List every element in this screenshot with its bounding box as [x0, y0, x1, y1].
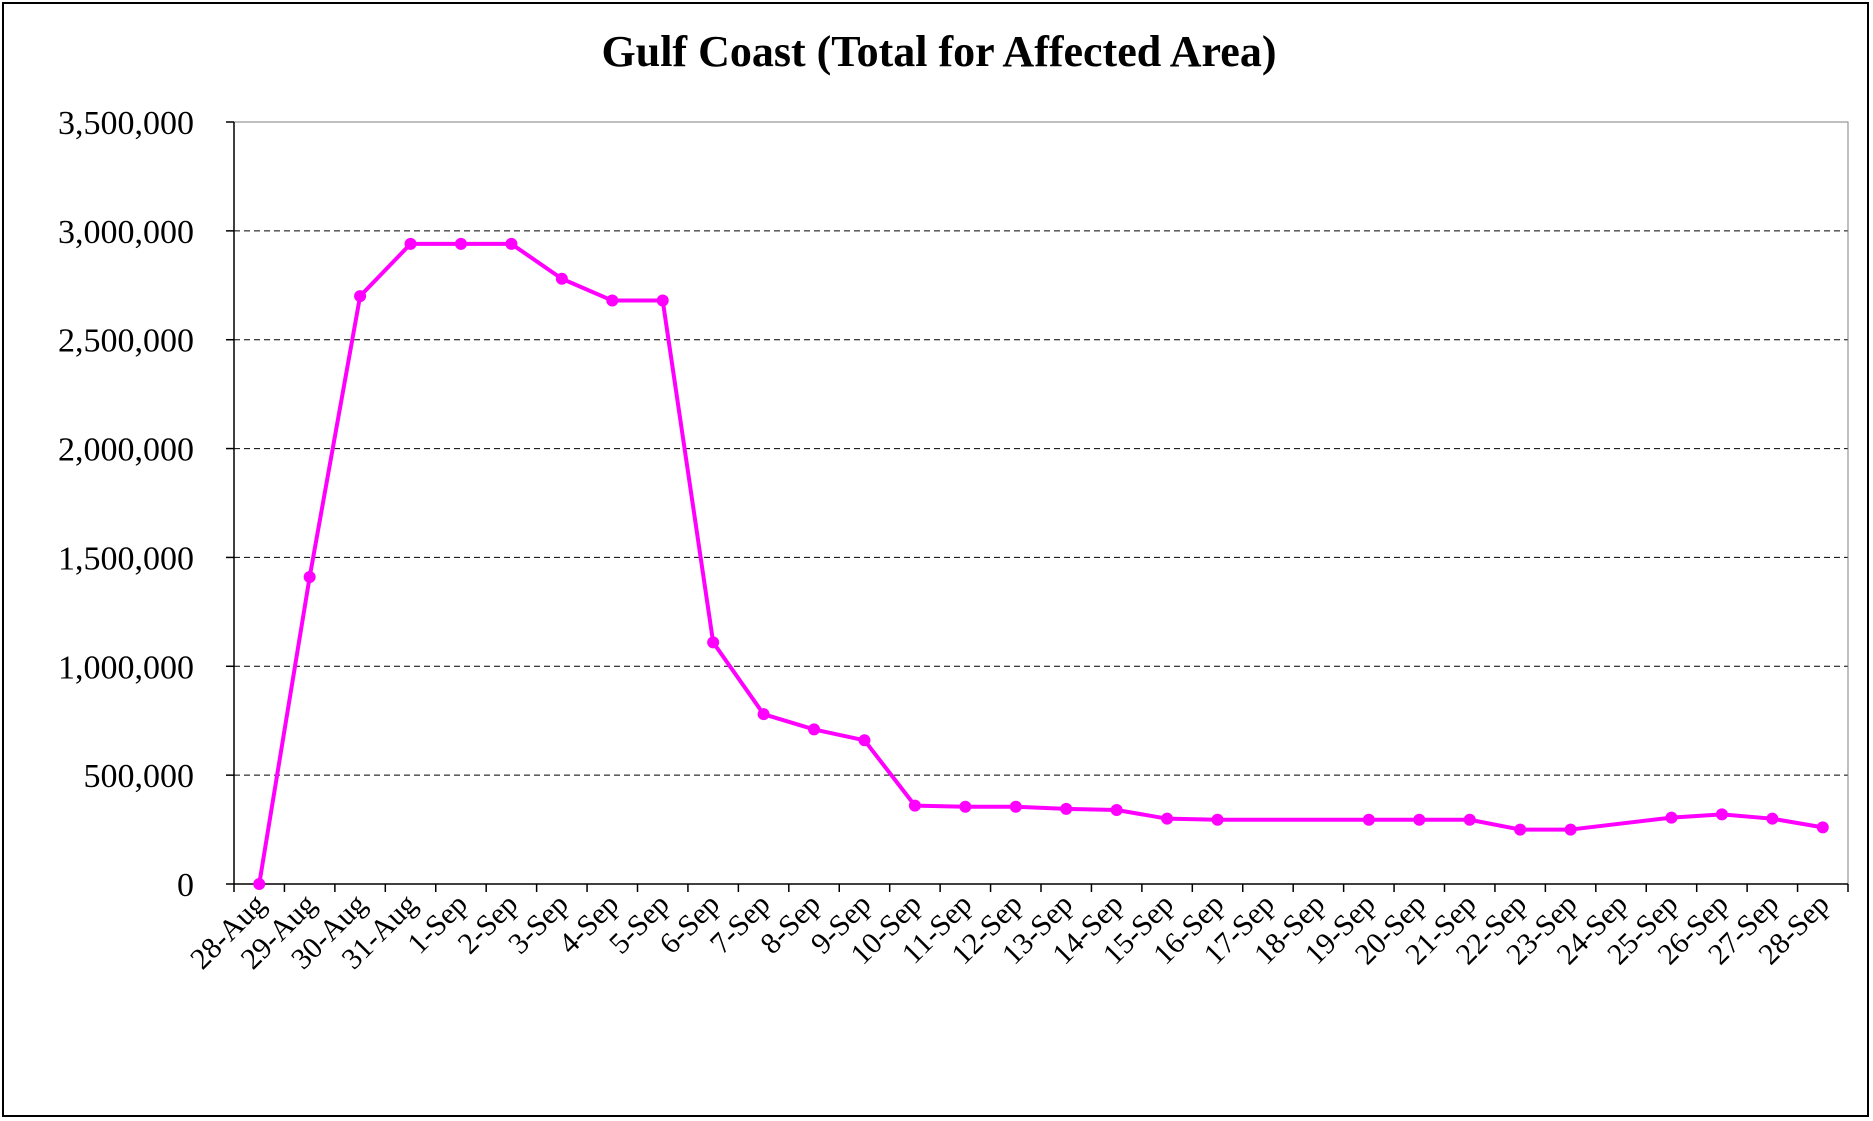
data-point: [1211, 813, 1224, 826]
data-point: [1766, 812, 1779, 825]
data-point: [1413, 813, 1426, 826]
y-tick-label: 0: [177, 867, 194, 904]
data-point: [656, 294, 669, 307]
data-point: [454, 237, 467, 250]
y-tick-label: 2,000,000: [58, 432, 194, 469]
data-point: [808, 723, 821, 736]
data-point: [1816, 821, 1829, 834]
data-point: [404, 237, 417, 250]
data-point: [1514, 823, 1527, 836]
data-point: [908, 799, 921, 812]
y-tick-label: 1,000,000: [58, 649, 194, 686]
data-point: [1060, 802, 1073, 815]
data-point: [1463, 813, 1476, 826]
data-point: [707, 636, 720, 649]
data-point: [1715, 808, 1728, 821]
gridlines: [234, 230, 1848, 776]
data-point: [959, 800, 972, 813]
data-point: [1009, 800, 1022, 813]
y-tick-label: 3,500,000: [58, 105, 194, 142]
data-point: [1362, 813, 1375, 826]
data-point: [757, 708, 770, 721]
y-tick-labels: 0 500,000 1,000,000 1,500,000 2,000,000 2,500…: [58, 105, 194, 904]
x-tick-labels: 28-Aug29-Aug30-Aug31-Aug1-Sep2-Sep3-Sep4…: [184, 888, 1836, 976]
data-point: [354, 290, 367, 303]
y-tick-label: 3,000,000: [58, 214, 194, 251]
data-point: [253, 878, 266, 890]
data-point: [505, 237, 518, 250]
y-tick-label: 1,500,000: [58, 540, 194, 577]
data-point: [1564, 823, 1577, 836]
plot-area-border: [233, 121, 1849, 885]
data-point: [858, 734, 871, 747]
data-point: [1161, 812, 1174, 825]
y-tick-label: 500,000: [84, 758, 195, 795]
y-tick-label: 2,500,000: [58, 323, 194, 360]
data-point: [555, 272, 568, 285]
data-point: [606, 294, 619, 307]
chart-title: Gulf Coast (Total for Affected Area): [602, 27, 1277, 76]
series-points: [253, 237, 1829, 890]
axes: [226, 121, 1849, 892]
data-point: [303, 571, 316, 584]
data-point: [1110, 803, 1123, 816]
data-point: [1665, 811, 1678, 824]
